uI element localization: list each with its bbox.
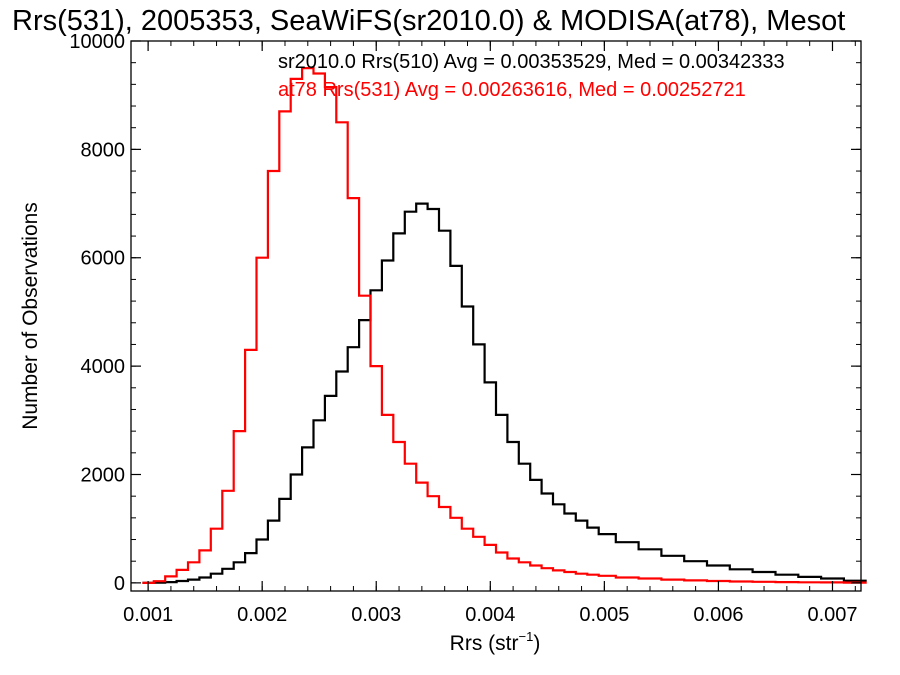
x-tick-label: 0.006 xyxy=(693,604,743,626)
legend-entry-red: at78 Rrs(531) Avg = 0.00263616, Med = 0.… xyxy=(278,79,746,101)
x-tick-label: 0.002 xyxy=(237,604,287,626)
x-tick-label: 0.001 xyxy=(123,604,173,626)
series-line-black xyxy=(142,202,867,584)
legend: sr2010.0 Rrs(510) Avg = 0.00353529, Med … xyxy=(278,51,785,101)
x-axis-label-text: Rrs (str xyxy=(450,632,519,655)
y-tick-label: 6000 xyxy=(81,248,126,270)
x-axis-label-close: ) xyxy=(533,632,540,655)
y-tick-label: 0 xyxy=(114,573,125,595)
plot-area: 0.001 0.002 0.003 0.004 0.005 0.006 0.007 0 2000… xyxy=(69,31,867,626)
y-tick-label: 2000 xyxy=(81,464,126,486)
y-tick-label: 4000 xyxy=(81,356,126,378)
y-axis-label-group: Number of Observations xyxy=(19,202,42,430)
x-tick-label: 0.004 xyxy=(465,604,515,626)
legend-entry-black: sr2010.0 Rrs(510) Avg = 0.00353529, Med … xyxy=(278,51,785,73)
x-tick-label: 0.007 xyxy=(807,604,857,626)
x-tick-label: 0.005 xyxy=(579,604,629,626)
y-tick-label: 8000 xyxy=(81,139,126,161)
x-tick-label: 0.003 xyxy=(351,604,401,626)
series-line-red xyxy=(142,67,867,584)
x-axis-label: Rrs (str−1) xyxy=(450,629,541,655)
x-axis-label-superscript: −1 xyxy=(519,629,534,644)
y-tick-label: 10000 xyxy=(69,31,125,53)
y-axis-label: Number of Observations xyxy=(19,202,42,430)
plot-frame xyxy=(130,40,862,592)
chart-title: Rrs(531), 2005353, SeaWiFS(sr2010.0) & M… xyxy=(12,5,845,37)
